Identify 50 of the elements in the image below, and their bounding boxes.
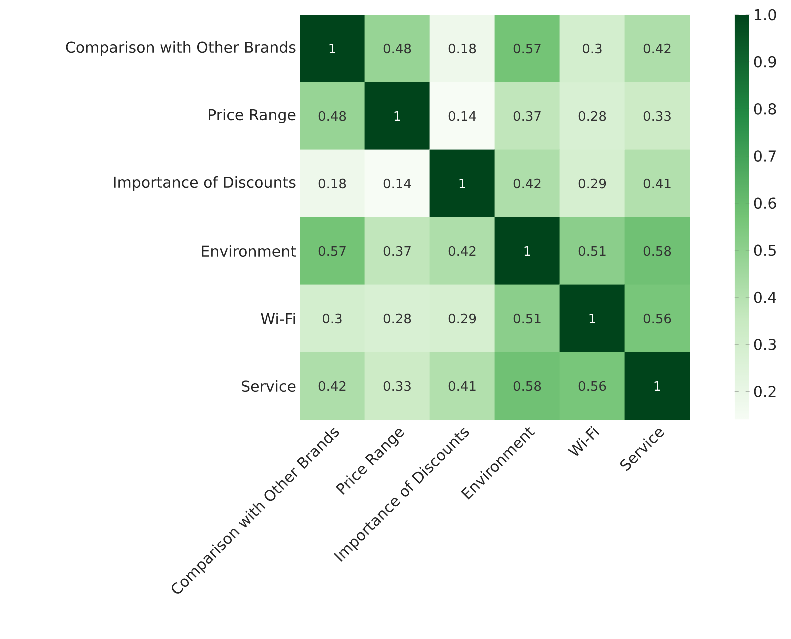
data-label: 0.28 — [578, 111, 606, 122]
color-bar-label: 0.4 — [754, 292, 776, 304]
data-label: 0.28 — [384, 314, 412, 324]
y-tick-label: Wi-Fi — [261, 313, 296, 324]
data-label: 0.14 — [448, 111, 476, 122]
y-tick-label: Comparison with Other Brands — [66, 42, 296, 56]
color-bar-label: 0.8 — [754, 104, 776, 115]
data-label: 0.3 — [583, 44, 602, 54]
data-label: 0.18 — [318, 178, 346, 189]
data-label: 1 — [590, 314, 596, 324]
data-label: 0.48 — [318, 111, 346, 122]
data-label: 0.51 — [578, 246, 606, 256]
color-bar-label: 0.6 — [754, 198, 776, 210]
data-label: 1 — [460, 179, 466, 188]
data-label: 0.42 — [448, 246, 476, 256]
color-bar-label: 0.3 — [754, 338, 776, 350]
data-label: 0.51 — [514, 314, 541, 324]
color-bar-label: 0.9 — [754, 56, 776, 68]
data-label: 0.58 — [644, 246, 672, 256]
data-label: 0.48 — [384, 44, 412, 54]
data-label: 0.37 — [384, 246, 411, 256]
data-label: 0.29 — [578, 178, 606, 189]
data-label: 0.14 — [384, 178, 412, 189]
data-label: 1 — [654, 382, 660, 391]
data-label: 0.18 — [448, 44, 476, 54]
data-label: 0.42 — [644, 44, 671, 54]
data-label: 0.41 — [448, 381, 476, 392]
data-label: 1 — [330, 44, 336, 54]
data-label: 0.57 — [514, 44, 541, 54]
data-label: 0.42 — [514, 178, 541, 189]
data-label: 0.37 — [514, 111, 541, 122]
data-label: 0.42 — [318, 381, 346, 392]
data-label: 0.41 — [644, 178, 671, 189]
data-label: 0.58 — [514, 381, 542, 392]
data-label: 1 — [524, 246, 530, 256]
color-bar-label: 0.7 — [754, 150, 776, 162]
data-label: 0.33 — [644, 111, 671, 122]
y-tick-label: Service — [242, 380, 296, 392]
data-label: 0.3 — [323, 314, 342, 324]
y-tick-label: Importance of Discounts — [114, 176, 296, 192]
color-bar-label: 0.2 — [754, 386, 776, 398]
data-label: 0.56 — [578, 381, 606, 392]
color-bar-label: 0.5 — [754, 244, 776, 256]
color-bar-label: 1.0 — [755, 9, 776, 21]
y-tick-label: Environment — [202, 245, 296, 258]
data-label: 0.57 — [318, 246, 346, 256]
data-label: 0.56 — [644, 314, 672, 324]
data-label: 1 — [394, 112, 400, 121]
y-tick-label: Price Range — [209, 109, 296, 124]
data-label: 0.29 — [448, 314, 476, 324]
